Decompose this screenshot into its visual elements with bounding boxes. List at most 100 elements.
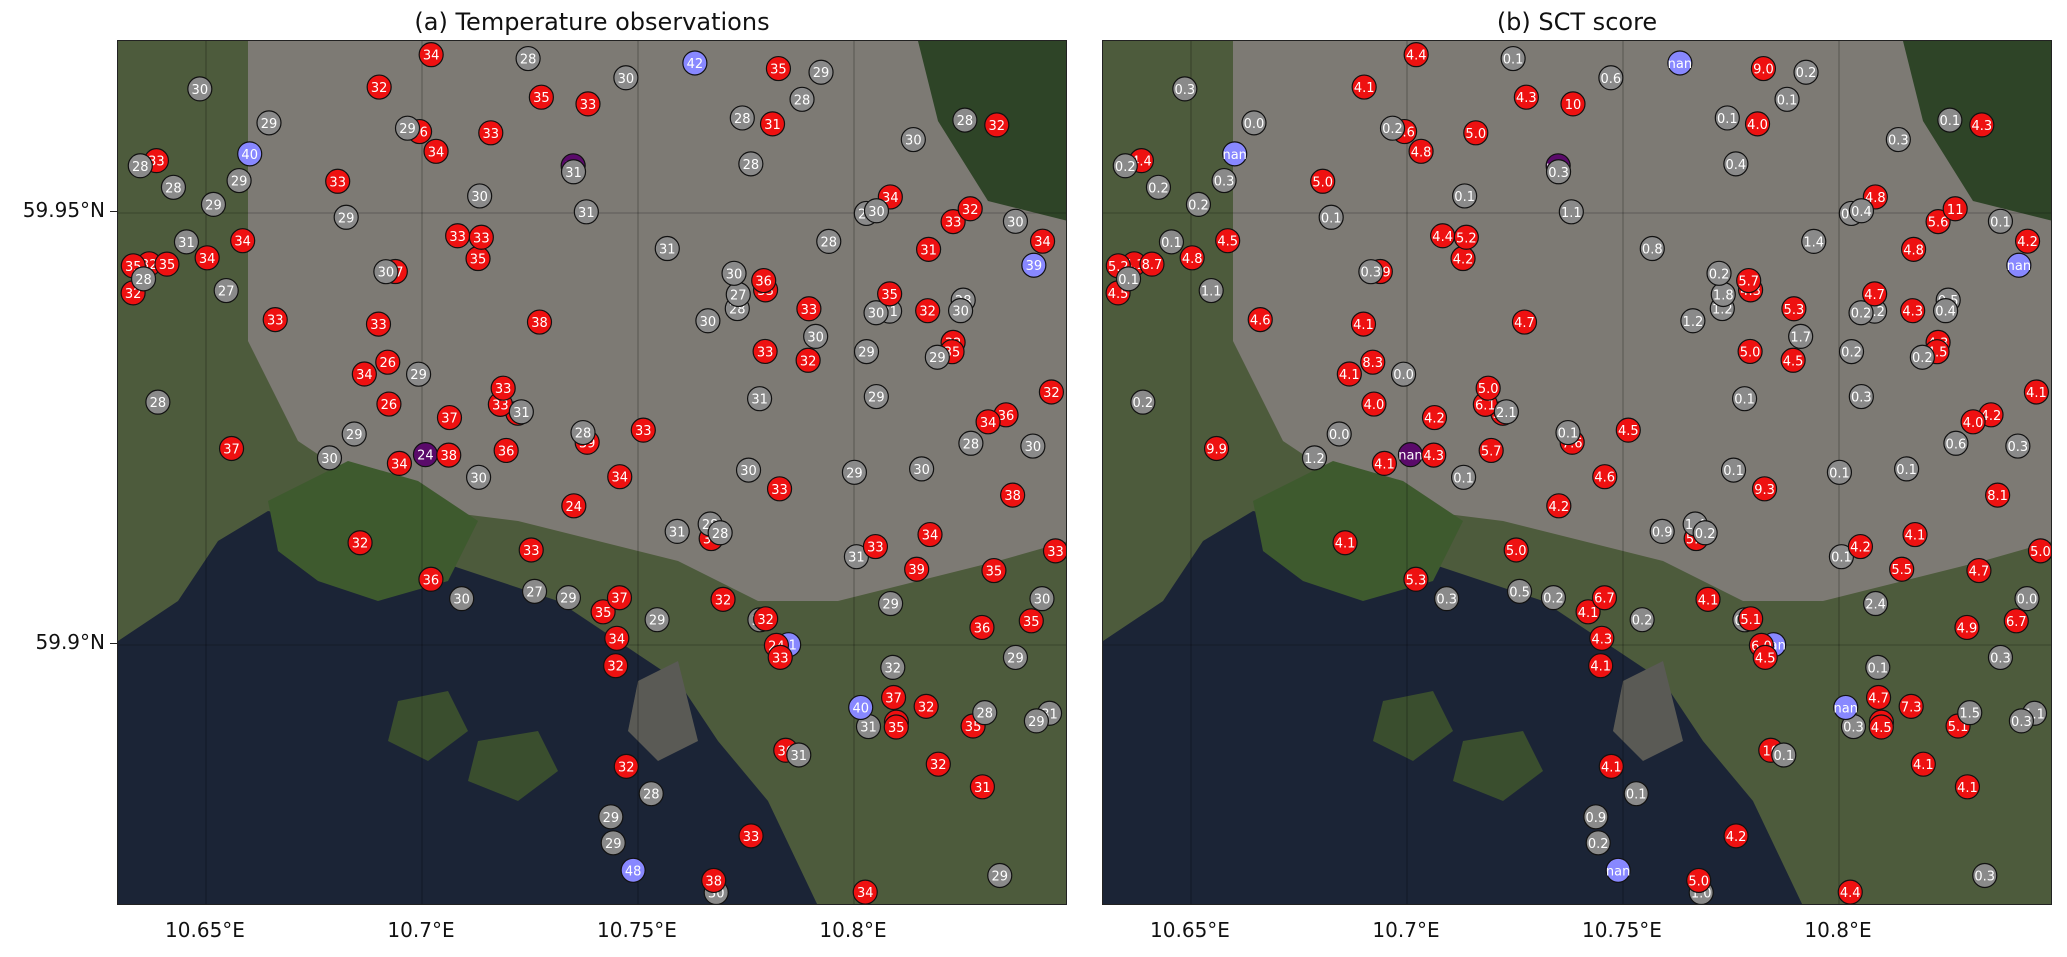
station-marker: 35 — [765, 55, 792, 82]
station-value: 39 — [1026, 259, 1043, 274]
station-dot — [915, 298, 941, 324]
sct-score-map-panel[interactable]: 1.21.00.2101.70.30.84.19.94.58.34.15.04.… — [1102, 40, 2052, 905]
station-value: 27 — [730, 288, 747, 303]
station-marker: 9.3 — [1751, 476, 1778, 502]
station-marker: 31 — [843, 544, 870, 570]
station-marker: 0.3 — [1434, 586, 1460, 612]
station-marker: 0.0 — [1390, 361, 1417, 387]
station-marker: 34 — [975, 409, 1001, 435]
station-dot — [808, 59, 834, 85]
station-marker: 0.2 — [1540, 585, 1567, 611]
station-value: 29 — [868, 391, 885, 406]
station-dot — [925, 751, 951, 777]
station-marker: 0.4 — [1723, 151, 1749, 177]
station-value: 0.3 — [1990, 651, 2011, 666]
station-value: 0.1 — [1453, 471, 1474, 486]
station-dot — [1310, 168, 1336, 194]
station-marker: 0.1 — [1158, 229, 1185, 255]
station-dot — [347, 530, 373, 556]
station-dot — [418, 42, 444, 68]
station-marker: 4.1 — [1588, 653, 1614, 679]
station-value: 32 — [1043, 386, 1060, 401]
station-value: 0.3 — [1974, 869, 1995, 884]
station-marker: 0.2 — [1706, 260, 1732, 286]
station-marker: 36 — [993, 402, 1019, 428]
station-value: 5.6 — [1928, 216, 1949, 231]
station-marker: 4.3 — [1513, 84, 1539, 110]
station-value: 4.3 — [1516, 91, 1537, 106]
station-dot — [958, 430, 984, 456]
station-dot — [386, 450, 413, 476]
station-value: 36 — [498, 444, 515, 459]
station-value: 30 — [807, 330, 824, 345]
station-dot — [738, 823, 764, 849]
station-dot — [752, 338, 778, 365]
temperature-map-panel[interactable]: 2830313630273132373226313634333030283132… — [117, 40, 1067, 905]
station-dot — [1847, 533, 1874, 560]
station-value: 35 — [595, 606, 612, 621]
station-marker: 4.5 — [1752, 644, 1778, 670]
station-dot — [1112, 153, 1138, 179]
station-dot — [620, 857, 646, 883]
station-marker: 36 — [969, 614, 995, 641]
station-dot — [841, 459, 868, 485]
station-value: 4.2 — [1548, 500, 1569, 515]
station-value: 30 — [700, 315, 717, 330]
station-value: 28 — [794, 93, 811, 108]
x-tick-label-10-75-b: 10.75°E — [1582, 918, 1662, 942]
station-marker: 10 — [1560, 91, 1586, 117]
station-value: 28 — [132, 160, 149, 175]
station-dot — [2006, 252, 2032, 278]
station-dot — [341, 421, 367, 447]
station-marker: 0.1 — [1623, 781, 1649, 807]
station-value: 0.2 — [1709, 267, 1730, 282]
station-marker: 33 — [575, 91, 601, 117]
station-dot — [1000, 482, 1026, 508]
station-value: 4.7 — [1514, 316, 1535, 331]
station-value: 0.2 — [1912, 351, 1933, 366]
station-dot — [1680, 308, 1706, 334]
station-value: 4.1 — [2026, 386, 2047, 401]
station-marker: 0.3 — [1840, 713, 1867, 740]
station-dot — [1771, 742, 1797, 768]
station-value: 4.1 — [1354, 81, 1375, 96]
station-dot — [1179, 245, 1205, 271]
station-marker: 31 — [969, 774, 996, 800]
station-dot — [789, 86, 815, 112]
station-marker: 34 — [230, 228, 256, 254]
station-value: 4.1 — [1913, 758, 1934, 773]
station-marker: 1.2 — [1680, 308, 1706, 334]
station-marker: 0.9 — [1583, 804, 1609, 830]
station-dot — [969, 774, 996, 800]
station-value: 0.4 — [1726, 158, 1747, 173]
station-dot — [880, 654, 906, 680]
station-dot — [1723, 151, 1749, 177]
station-value: 5.0 — [1465, 127, 1486, 142]
station-marker: 34 — [604, 625, 630, 651]
station-value: 0.1 — [1896, 463, 1917, 478]
station-dot — [1942, 196, 1968, 222]
station-dot — [2014, 586, 2040, 612]
station-value: 4.1 — [1590, 660, 1611, 675]
station-dot — [803, 323, 829, 349]
station-marker: 29 — [200, 191, 227, 217]
station-marker: 8.3 — [1360, 349, 1386, 375]
station-marker: 4.2 — [1450, 245, 1476, 272]
station-value: 0.1 — [1734, 393, 1755, 408]
station-value: 4.1 — [1374, 457, 1395, 472]
station-value: 0.2 — [1588, 837, 1609, 852]
station-dot — [915, 236, 942, 262]
station-value: 33 — [757, 345, 774, 360]
station-value: 4.8 — [1182, 252, 1203, 267]
station-value: 37 — [223, 442, 240, 457]
station-dot — [200, 191, 227, 217]
station-marker: 31 — [573, 199, 599, 225]
station-marker: 35 — [528, 84, 554, 110]
station-dot — [1793, 59, 1819, 85]
station-dot — [173, 229, 200, 255]
station-marker: 0.2 — [1379, 115, 1406, 141]
station-value: 28 — [575, 427, 592, 442]
station-marker: 34 — [194, 245, 220, 271]
station-marker: 0.6 — [1598, 65, 1624, 91]
station-value: 29 — [338, 211, 355, 226]
